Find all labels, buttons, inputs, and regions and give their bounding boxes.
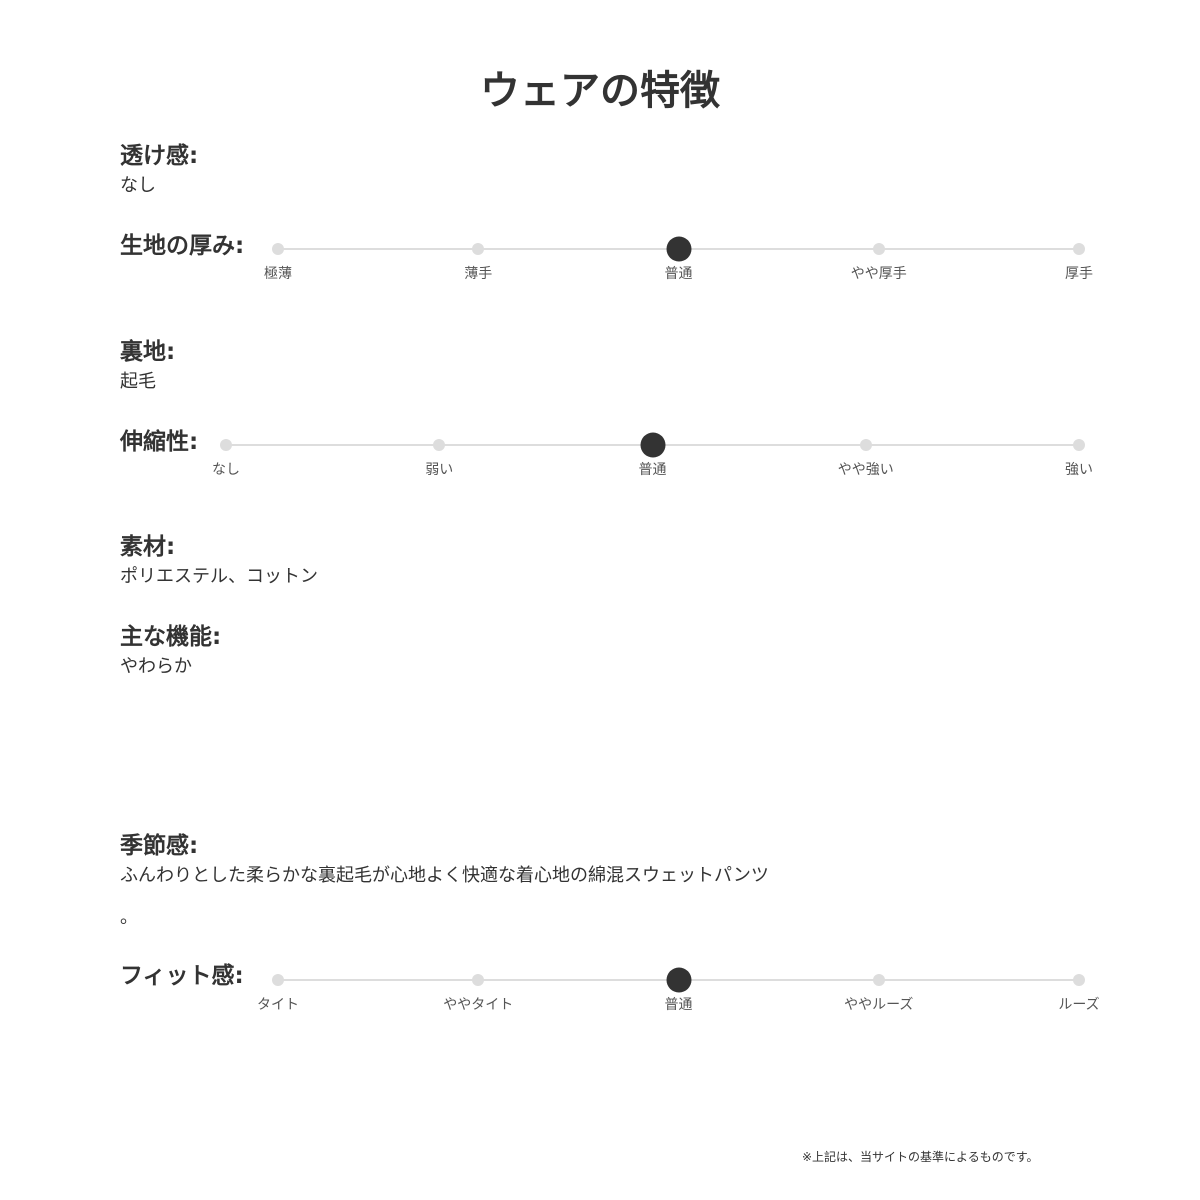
stretch-step-dot xyxy=(433,439,446,451)
thickness-step-dot xyxy=(472,243,485,255)
material-heading: 素材: xyxy=(120,534,176,560)
lining-heading: 裏地: xyxy=(120,339,176,365)
transparency-value: なし xyxy=(120,175,156,196)
thickness-heading: 生地の厚み: xyxy=(120,233,245,259)
thickness-option-label: 極薄 xyxy=(264,266,292,282)
thickness-step-dot xyxy=(1073,243,1085,255)
stretch-step-dot xyxy=(859,439,872,451)
lining-value: 起毛 xyxy=(120,371,156,392)
fit-option-label: ルーズ xyxy=(1058,997,1100,1013)
thickness-option-label: 厚手 xyxy=(1065,266,1093,282)
fit-step-dot xyxy=(472,974,485,986)
stretch-option-label: 弱い xyxy=(425,462,454,478)
thickness-option-label: 薄手 xyxy=(464,266,493,282)
page-title: ウェアの特徴 xyxy=(480,68,720,114)
function-heading: 主な機能: xyxy=(120,624,222,650)
stretch-selected-marker xyxy=(640,432,665,458)
season-heading: 季節感: xyxy=(120,833,199,859)
fit-option-label: ややタイト xyxy=(443,997,514,1013)
fit-step-dot xyxy=(872,974,885,986)
stretch-option-label: 強い xyxy=(1065,462,1093,478)
stretch-step-dot xyxy=(220,439,232,451)
fit-option-label: タイト xyxy=(257,997,299,1013)
fit-step-dot xyxy=(272,974,284,986)
footnote: ※上記は、当サイトの基準によるものです。 xyxy=(802,1150,1039,1164)
season-value: ふんわりとした柔らかな裏起毛が心地よく快適な着心地の綿混スウェットパンツ xyxy=(120,865,769,886)
stretch-option-label: やや強い xyxy=(837,462,894,478)
fit-option-label: 普通 xyxy=(664,997,693,1013)
thickness-selected-marker xyxy=(666,236,691,262)
stretch-step-dot xyxy=(1073,439,1085,451)
material-value: ポリエステル、コットン xyxy=(120,566,318,587)
thickness-option-label: 普通 xyxy=(664,266,693,282)
thickness-step-dot xyxy=(872,243,885,255)
stretch-heading: 伸縮性: xyxy=(120,429,199,455)
fit-step-dot xyxy=(1073,974,1085,986)
stretch-option-label: なし xyxy=(212,462,240,478)
transparency-heading: 透け感: xyxy=(120,143,199,169)
thickness-step-dot xyxy=(272,243,284,255)
thickness-option-label: やや厚手 xyxy=(850,266,907,282)
stretch-option-label: 普通 xyxy=(638,462,667,478)
fit-option-label: ややルーズ xyxy=(844,997,914,1013)
fit-selected-marker xyxy=(666,967,691,993)
fit-heading: フィット感: xyxy=(120,963,244,989)
season-value-cont: 。 xyxy=(120,907,138,928)
function-value: やわらか xyxy=(120,656,192,677)
